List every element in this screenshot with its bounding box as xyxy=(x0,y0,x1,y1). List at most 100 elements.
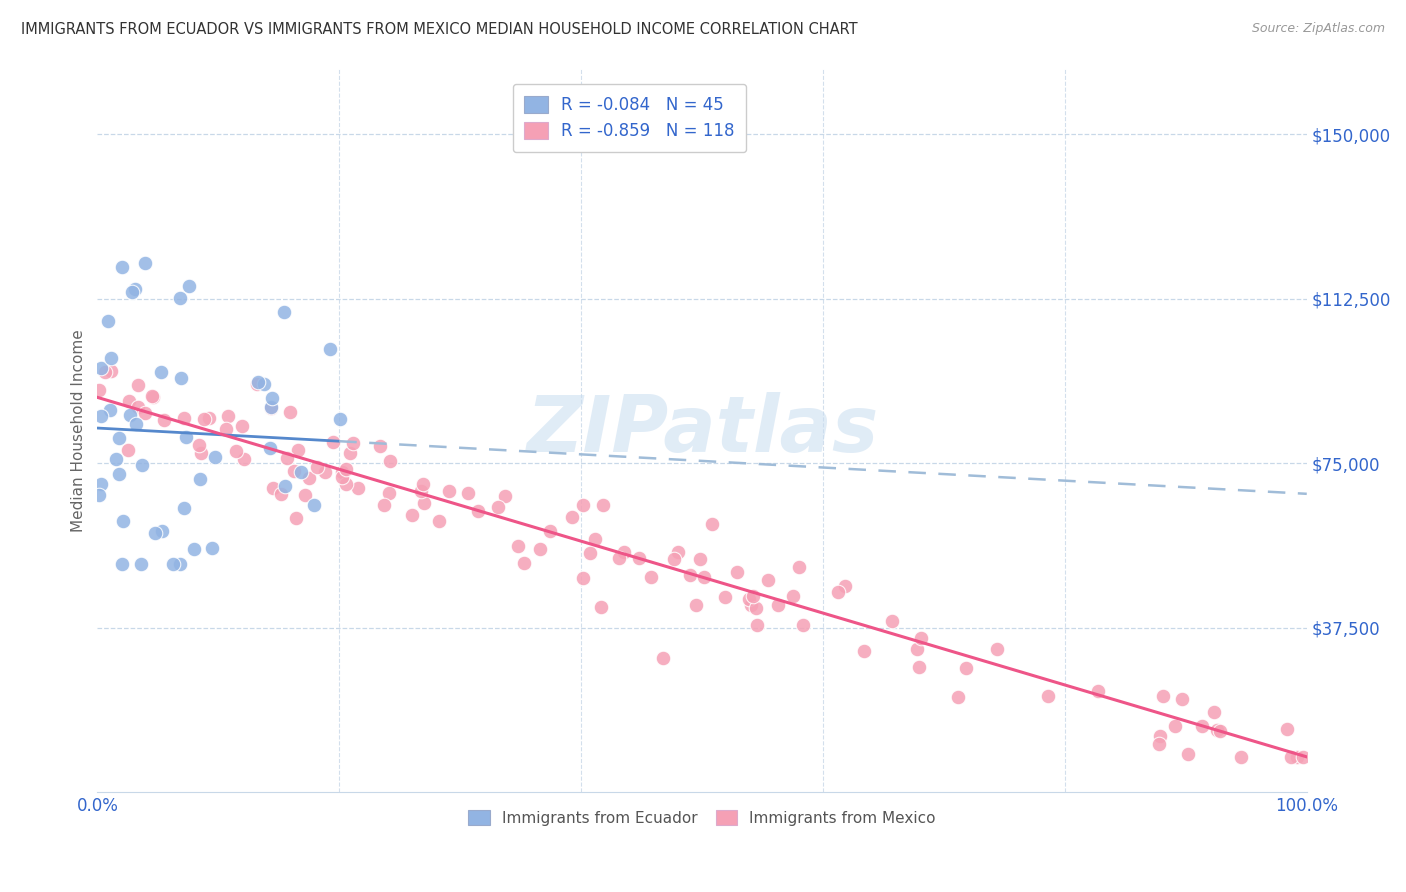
Point xyxy=(127,401,149,415)
Point xyxy=(329,412,352,426)
Point xyxy=(685,599,707,613)
Point xyxy=(307,460,329,475)
Point xyxy=(134,406,156,420)
Point xyxy=(98,403,121,417)
Point xyxy=(628,551,651,566)
Point xyxy=(782,589,804,603)
Point xyxy=(118,393,141,408)
Point xyxy=(131,557,153,571)
Point xyxy=(640,570,662,584)
Point xyxy=(204,450,226,464)
Point xyxy=(278,405,301,419)
Point xyxy=(666,545,689,559)
Point xyxy=(347,481,370,495)
Y-axis label: Median Household Income: Median Household Income xyxy=(72,329,86,532)
Point xyxy=(378,485,401,500)
Point xyxy=(662,551,685,566)
Point xyxy=(1164,719,1187,733)
Point xyxy=(609,550,631,565)
Point xyxy=(127,378,149,392)
Point xyxy=(905,641,928,656)
Point xyxy=(467,504,489,518)
Point xyxy=(134,256,156,270)
Point xyxy=(314,466,336,480)
Text: ZIPatlas: ZIPatlas xyxy=(526,392,879,468)
Point xyxy=(100,364,122,378)
Point xyxy=(287,443,309,458)
Point xyxy=(169,291,191,305)
Point xyxy=(260,391,283,405)
Point xyxy=(652,651,675,665)
Point xyxy=(1279,750,1302,764)
Point xyxy=(880,614,903,628)
Point xyxy=(332,470,354,484)
Point xyxy=(512,557,534,571)
Point xyxy=(986,641,1008,656)
Point xyxy=(110,260,132,275)
Point xyxy=(1152,689,1174,703)
Point xyxy=(112,514,135,528)
Point xyxy=(270,487,292,501)
Point xyxy=(1205,723,1227,737)
Point xyxy=(247,375,270,389)
Point xyxy=(94,365,117,379)
Point xyxy=(413,496,436,510)
Point xyxy=(121,285,143,300)
Point xyxy=(188,471,211,485)
Point xyxy=(263,481,285,495)
Point xyxy=(110,557,132,571)
Point xyxy=(131,458,153,473)
Point xyxy=(335,476,357,491)
Point xyxy=(579,546,602,560)
Point xyxy=(955,661,977,675)
Point xyxy=(87,488,110,502)
Point xyxy=(90,361,112,376)
Point xyxy=(368,439,391,453)
Point xyxy=(745,601,768,615)
Point xyxy=(260,401,283,415)
Point xyxy=(319,343,342,357)
Point xyxy=(747,618,769,632)
Point xyxy=(613,545,636,559)
Point xyxy=(231,418,253,433)
Point xyxy=(1177,747,1199,762)
Point xyxy=(714,590,737,604)
Point xyxy=(246,376,269,391)
Point xyxy=(494,488,516,502)
Point xyxy=(740,598,762,612)
Point xyxy=(188,438,211,452)
Point xyxy=(592,498,614,512)
Point xyxy=(149,365,172,379)
Point xyxy=(486,500,509,514)
Point xyxy=(766,598,789,612)
Point xyxy=(193,412,215,426)
Point xyxy=(583,533,606,547)
Point xyxy=(108,431,131,445)
Point xyxy=(124,282,146,296)
Point xyxy=(827,584,849,599)
Point xyxy=(170,370,193,384)
Point xyxy=(1149,730,1171,744)
Point xyxy=(215,421,238,435)
Point xyxy=(117,443,139,458)
Point xyxy=(1149,737,1171,751)
Point xyxy=(335,462,357,476)
Point xyxy=(342,435,364,450)
Point xyxy=(561,510,583,524)
Point xyxy=(90,477,112,491)
Point xyxy=(225,444,247,458)
Point xyxy=(742,589,765,603)
Point xyxy=(152,524,174,538)
Point xyxy=(298,471,321,485)
Point xyxy=(152,413,174,427)
Point xyxy=(290,465,312,479)
Point xyxy=(693,570,716,584)
Point xyxy=(294,488,316,502)
Point xyxy=(274,479,297,493)
Point xyxy=(725,565,748,579)
Point xyxy=(437,483,460,498)
Point xyxy=(401,508,423,522)
Point xyxy=(853,643,876,657)
Point xyxy=(1038,689,1060,703)
Point xyxy=(302,498,325,512)
